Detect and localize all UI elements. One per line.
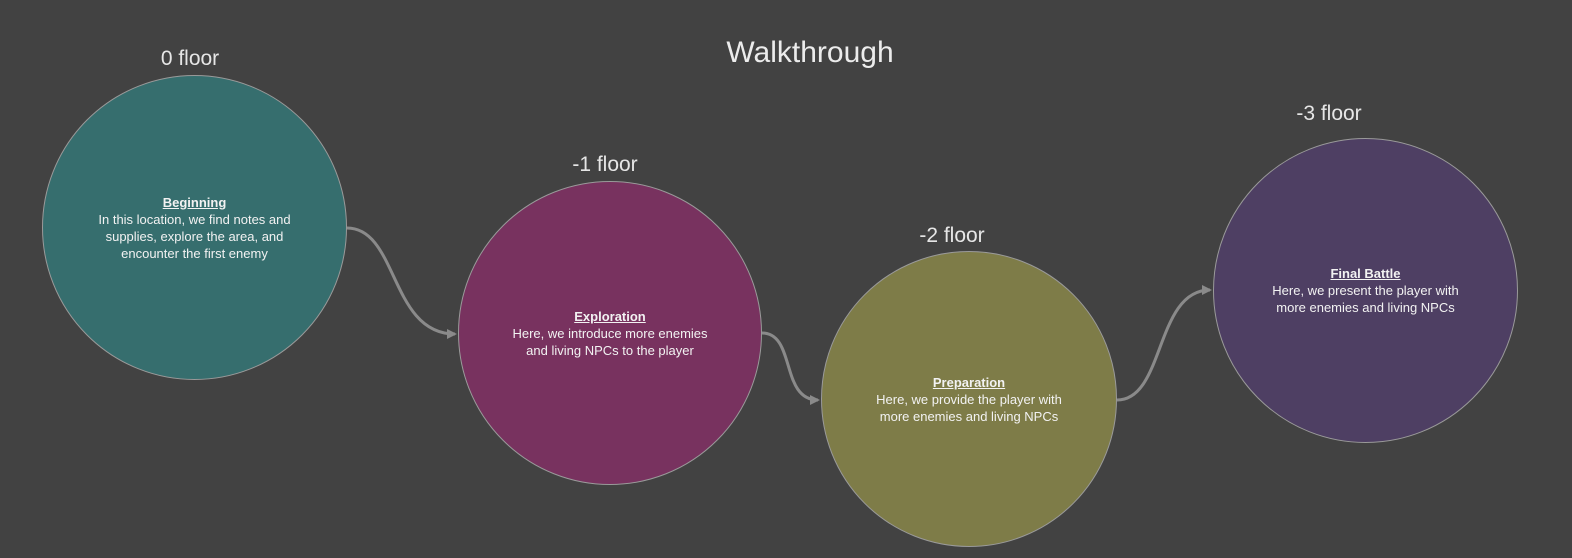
floor-label-3: -3 floor (1296, 102, 1362, 125)
stage-node-exploration: Exploration Here, we introduce more enem… (458, 181, 762, 485)
stage-title-beginning: Beginning (162, 194, 227, 210)
stage-title-final-battle: Final Battle (1330, 266, 1401, 281)
connector-arrow-1 (346, 226, 457, 339)
floor-label-2: -2 floor (919, 224, 985, 247)
stage-description-preparation: Here, we provide the player with more en… (876, 391, 1062, 424)
stage-description-exploration: Here, we introduce more enemies and livi… (512, 325, 708, 358)
stage-title-preparation: Preparation (932, 374, 1006, 390)
stage-description-beginning: In this location, we find notes and supp… (98, 211, 291, 261)
diagram-title: Walkthrough (726, 36, 894, 69)
stage-node-beginning: Beginning In this location, we find note… (42, 75, 347, 380)
stage-node-preparation: Preparation Here, we provide the player … (821, 251, 1117, 547)
stage-description-final-battle: Here, we present the player with more en… (1272, 283, 1459, 315)
connector-arrow-3 (1116, 285, 1212, 402)
floor-label-0: 0 floor (160, 47, 220, 70)
stage-node-final-battle: Final Battle Here, we present the player… (1213, 138, 1518, 443)
stage-title-exploration: Exploration (574, 308, 646, 324)
connector-arrow-2 (761, 331, 820, 405)
floor-label-1: -1 floor (572, 153, 638, 176)
